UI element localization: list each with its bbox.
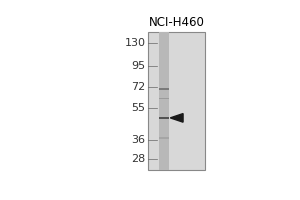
Bar <box>159 32 169 170</box>
Text: 72: 72 <box>131 82 146 92</box>
Bar <box>159 137 169 139</box>
Polygon shape <box>170 114 183 122</box>
Text: 95: 95 <box>131 61 146 71</box>
Text: 36: 36 <box>132 135 145 145</box>
Text: NCI-H460: NCI-H460 <box>148 16 204 29</box>
Bar <box>148 32 205 170</box>
Text: 55: 55 <box>132 103 145 113</box>
Bar <box>159 88 169 90</box>
Text: 130: 130 <box>124 38 146 48</box>
Text: 28: 28 <box>131 154 146 164</box>
Bar <box>159 117 169 119</box>
Bar <box>159 98 169 99</box>
